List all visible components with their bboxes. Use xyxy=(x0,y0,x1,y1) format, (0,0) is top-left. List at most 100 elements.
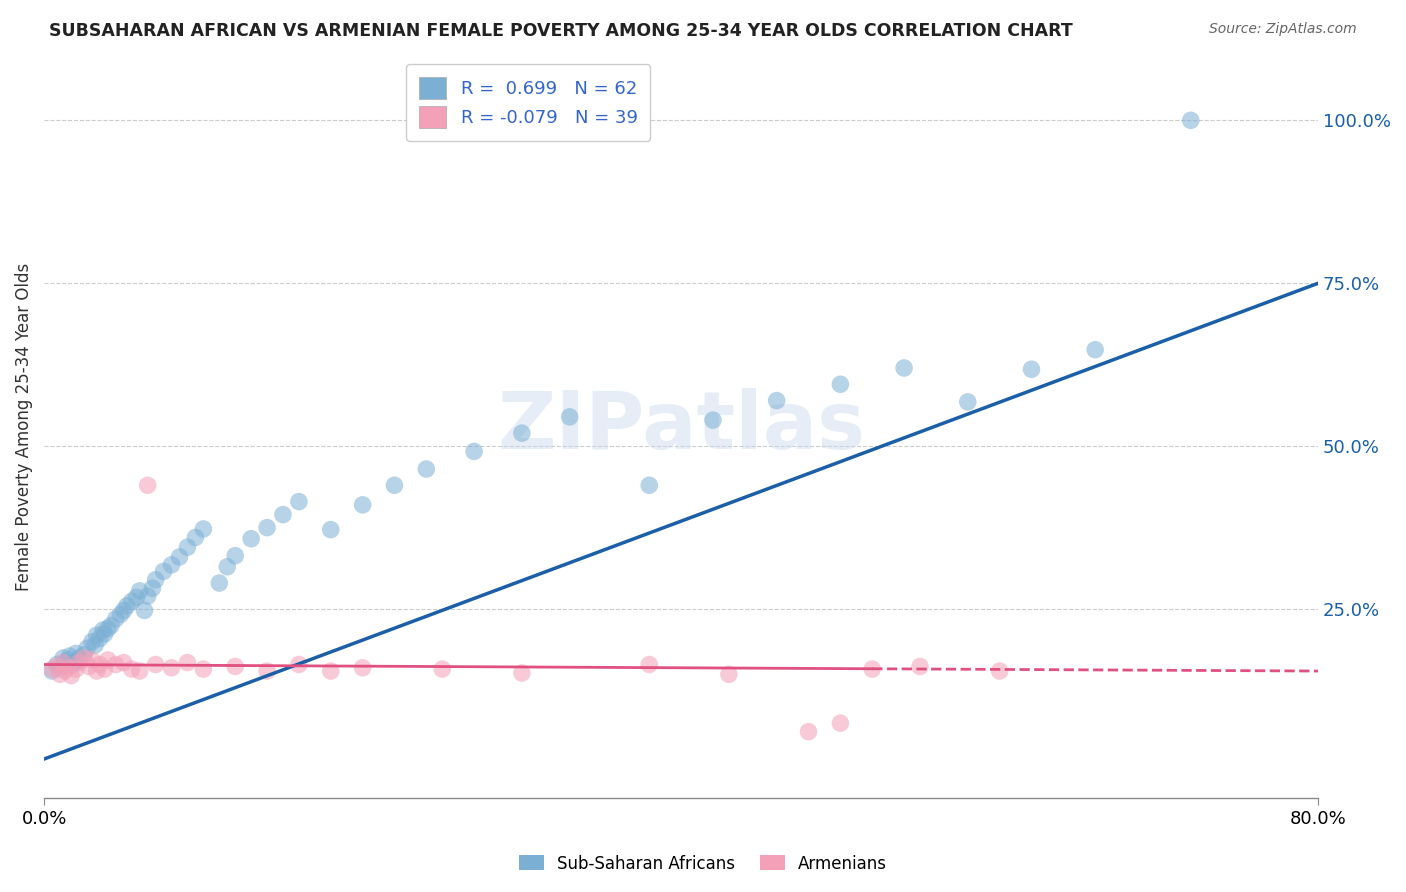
Point xyxy=(41,664,63,678)
Point xyxy=(65,647,87,661)
Point xyxy=(60,668,83,682)
Point xyxy=(91,623,114,637)
Point xyxy=(104,657,127,672)
Point xyxy=(152,564,174,578)
Point xyxy=(184,531,207,545)
Point xyxy=(1021,362,1043,376)
Point xyxy=(97,622,120,636)
Point xyxy=(830,716,852,731)
Point xyxy=(510,665,533,680)
Point xyxy=(86,628,108,642)
Point xyxy=(93,662,115,676)
Point xyxy=(352,498,374,512)
Point xyxy=(160,558,183,572)
Point xyxy=(100,618,122,632)
Point xyxy=(510,426,533,441)
Point xyxy=(256,664,278,678)
Point xyxy=(217,559,239,574)
Point xyxy=(956,395,979,409)
Point xyxy=(134,603,156,617)
Point xyxy=(56,661,79,675)
Point xyxy=(97,653,120,667)
Point xyxy=(860,662,883,676)
Y-axis label: Female Poverty Among 25-34 Year Olds: Female Poverty Among 25-34 Year Olds xyxy=(15,262,32,591)
Point xyxy=(352,661,374,675)
Point xyxy=(702,413,724,427)
Point xyxy=(86,664,108,678)
Point xyxy=(89,632,111,646)
Point xyxy=(76,641,98,656)
Point xyxy=(145,657,167,672)
Point xyxy=(141,581,163,595)
Point xyxy=(58,648,80,663)
Point xyxy=(1371,113,1393,128)
Point xyxy=(432,662,454,676)
Point xyxy=(224,549,246,563)
Point xyxy=(115,599,138,613)
Point xyxy=(89,657,111,672)
Point xyxy=(256,521,278,535)
Point xyxy=(893,361,915,376)
Point xyxy=(240,532,263,546)
Point xyxy=(62,657,84,672)
Point xyxy=(73,648,96,662)
Point xyxy=(53,656,76,670)
Point xyxy=(65,662,87,676)
Point xyxy=(67,651,90,665)
Point xyxy=(830,377,852,392)
Point xyxy=(80,634,103,648)
Point xyxy=(224,659,246,673)
Point xyxy=(67,656,90,670)
Legend: Sub-Saharan Africans, Armenians: Sub-Saharan Africans, Armenians xyxy=(512,848,894,880)
Point xyxy=(765,393,787,408)
Point xyxy=(415,462,437,476)
Point xyxy=(193,522,215,536)
Point xyxy=(136,589,159,603)
Point xyxy=(128,583,150,598)
Point xyxy=(136,478,159,492)
Point xyxy=(145,573,167,587)
Point xyxy=(208,576,231,591)
Legend: R =  0.699   N = 62, R = -0.079   N = 39: R = 0.699 N = 62, R = -0.079 N = 39 xyxy=(406,64,650,141)
Point xyxy=(288,494,311,508)
Point xyxy=(73,651,96,665)
Point xyxy=(319,523,342,537)
Point xyxy=(93,627,115,641)
Point xyxy=(121,594,143,608)
Point xyxy=(65,654,87,668)
Point xyxy=(80,653,103,667)
Point xyxy=(463,444,485,458)
Point xyxy=(717,667,740,681)
Point xyxy=(384,478,406,492)
Point xyxy=(52,651,75,665)
Point xyxy=(176,540,198,554)
Point xyxy=(638,478,661,492)
Text: SUBSAHARAN AFRICAN VS ARMENIAN FEMALE POVERTY AMONG 25-34 YEAR OLDS CORRELATION : SUBSAHARAN AFRICAN VS ARMENIAN FEMALE PO… xyxy=(49,22,1073,40)
Point xyxy=(160,661,183,675)
Point xyxy=(638,657,661,672)
Point xyxy=(271,508,294,522)
Point xyxy=(45,657,67,672)
Point xyxy=(908,659,931,673)
Point xyxy=(176,656,198,670)
Point xyxy=(41,662,63,676)
Point xyxy=(125,591,148,605)
Point xyxy=(797,724,820,739)
Text: Source: ZipAtlas.com: Source: ZipAtlas.com xyxy=(1209,22,1357,37)
Point xyxy=(56,653,79,667)
Point xyxy=(84,638,107,652)
Text: ZIPatlas: ZIPatlas xyxy=(496,388,865,466)
Point xyxy=(1180,113,1202,128)
Point xyxy=(110,607,132,622)
Point xyxy=(988,664,1011,678)
Point xyxy=(112,656,135,670)
Point xyxy=(319,664,342,678)
Point xyxy=(53,664,76,678)
Point xyxy=(121,662,143,676)
Point xyxy=(45,659,67,673)
Point xyxy=(169,549,191,564)
Point xyxy=(77,659,100,673)
Point xyxy=(558,409,581,424)
Point xyxy=(49,661,72,675)
Point xyxy=(49,667,72,681)
